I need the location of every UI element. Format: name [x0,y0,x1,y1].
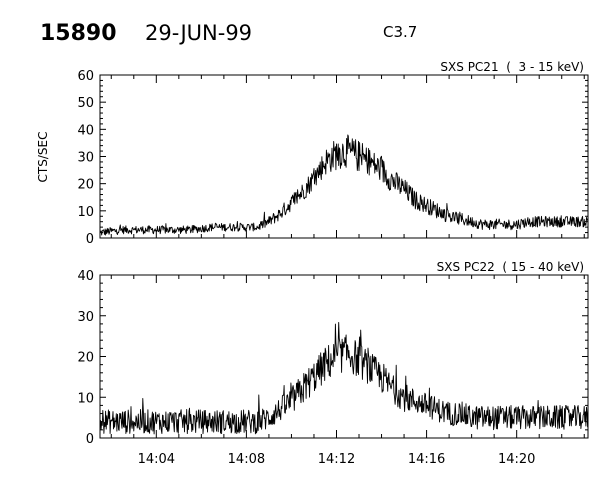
y-tick-label: 0 [86,232,94,247]
x-tick-label: 14:04 [138,452,175,467]
event-number: 15890 [40,21,117,46]
count-rate-trace [99,321,589,435]
y-tick-label: 50 [77,96,94,111]
y-tick-label: 40 [77,123,94,138]
x-tick-label: 14:20 [498,452,535,467]
y-tick-label: 30 [77,310,94,325]
y-tick-label: 10 [77,205,94,220]
y-tick-label: 20 [77,351,94,366]
y-tick-label: 20 [77,178,94,193]
y-tick-label: 0 [86,432,94,447]
panel-top-chart: SXS PC21 ( 3 - 15 keV) CTS/SEC 0 10 20 30 40… [36,60,589,247]
panel-top-title: SXS PC21 ( 3 - 15 keV) [440,60,584,74]
flare-class: C3.7 [383,23,417,41]
y-axis-label: CTS/SEC [36,132,50,183]
y-tick-label: 10 [77,391,94,406]
x-tick-label: 14:12 [318,452,355,467]
y-tick-label: 30 [77,151,94,166]
panel-bottom-title: SXS PC22 ( 15 - 40 keV) [437,260,584,274]
panel-bottom-chart: SXS PC22 ( 15 - 40 keV) 0 10 20 30 40 14:04 14… [77,260,589,467]
x-tick-label: 14:16 [408,452,445,467]
event-date: 29-JUN-99 [145,21,252,45]
y-tick-label: 60 [77,69,94,84]
y-tick-label: 40 [77,269,94,284]
x-tick-label: 14:08 [228,452,265,467]
count-rate-trace [99,134,588,236]
